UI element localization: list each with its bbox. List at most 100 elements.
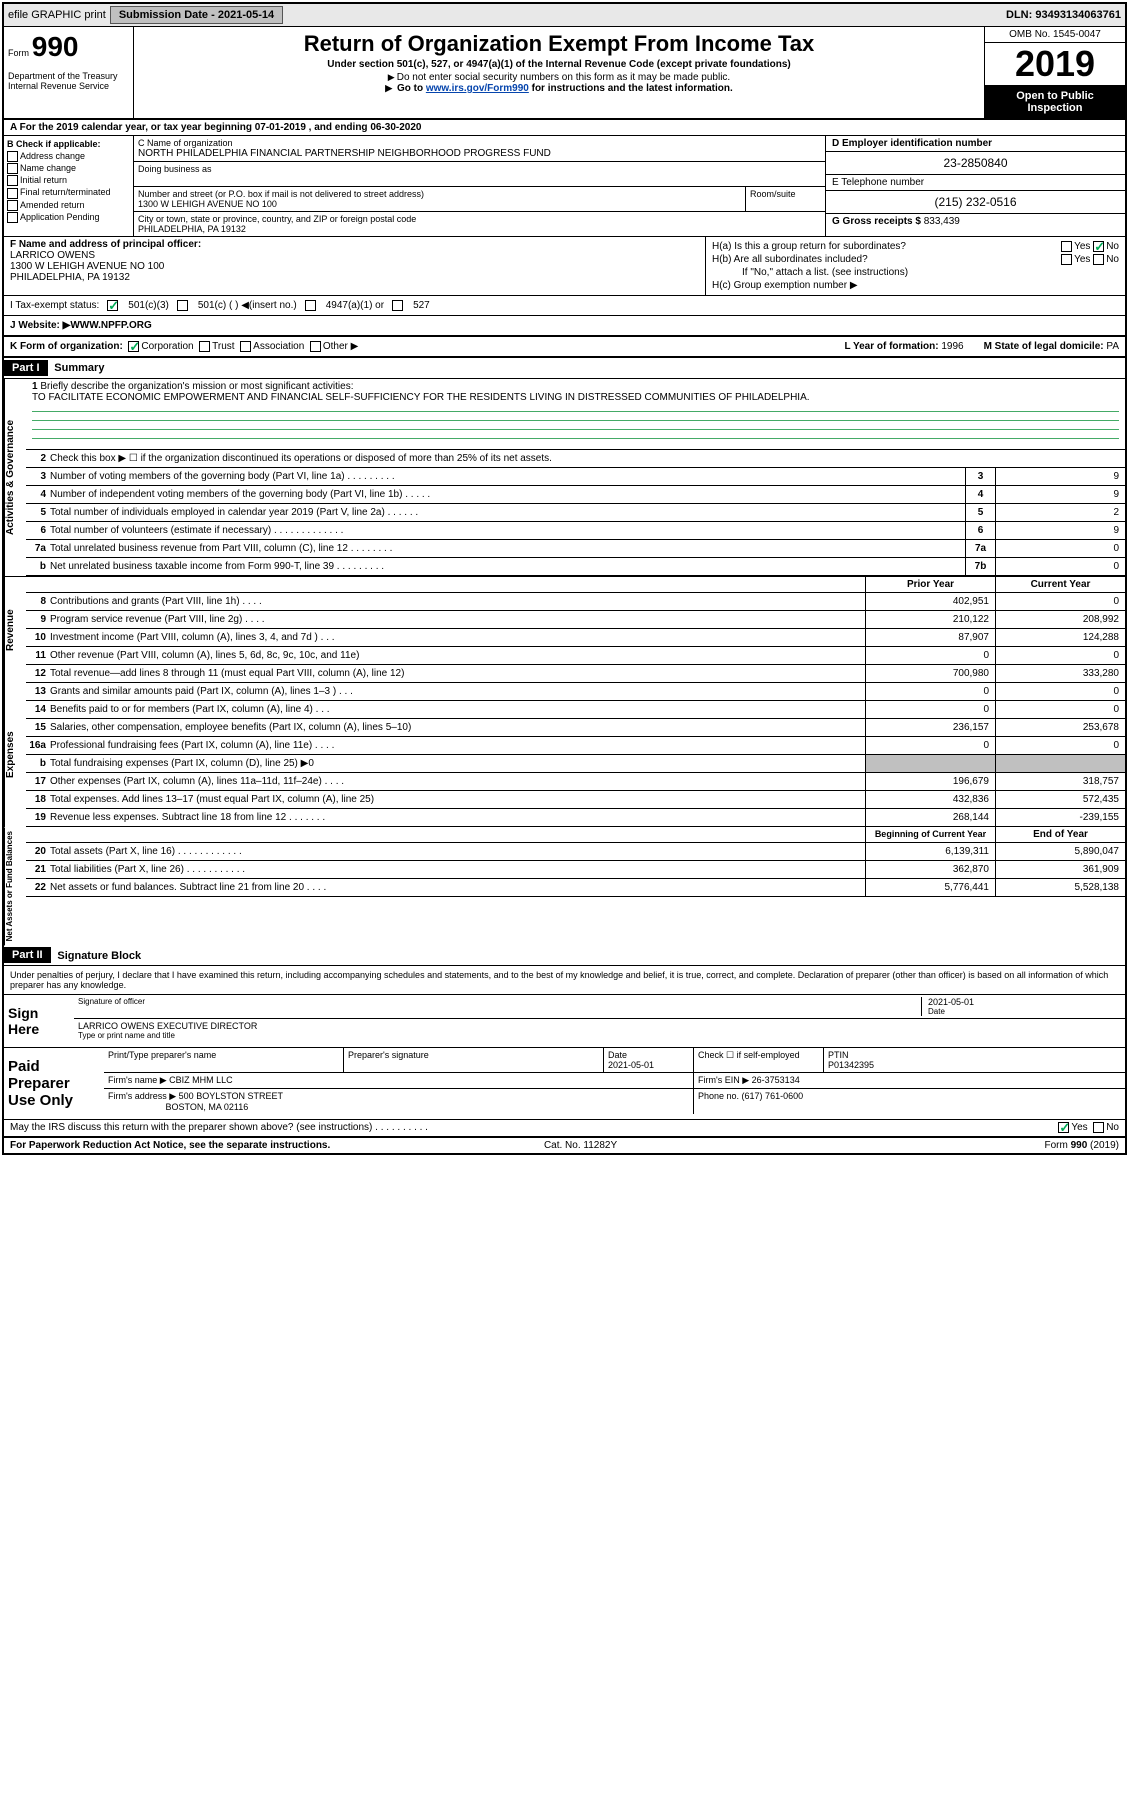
line-a: A For the 2019 calendar year, or tax yea… bbox=[4, 120, 1125, 136]
cb-corp[interactable] bbox=[128, 341, 139, 352]
gov-line: 2 Check this box ▶ ☐ if the organization… bbox=[26, 450, 1125, 468]
line-text: Check this box ▶ ☐ if the organization d… bbox=[50, 451, 1125, 466]
data-line: 8 Contributions and grants (Part VIII, l… bbox=[26, 593, 1125, 611]
line-text: Contributions and grants (Part VIII, lin… bbox=[50, 594, 865, 609]
cb-501c[interactable] bbox=[177, 300, 188, 311]
part2-title: Signature Block bbox=[57, 950, 141, 962]
prep-name-head: Print/Type preparer's name bbox=[104, 1048, 344, 1072]
line-text: Revenue less expenses. Subtract line 18 … bbox=[50, 810, 865, 825]
cb-address-change[interactable]: Address change bbox=[7, 151, 130, 162]
data-line: 12 Total revenue—add lines 8 through 11 … bbox=[26, 665, 1125, 683]
data-line: 14 Benefits paid to or for members (Part… bbox=[26, 701, 1125, 719]
current-val: 208,992 bbox=[995, 611, 1125, 628]
ha-yes[interactable] bbox=[1061, 241, 1072, 252]
line-num: 19 bbox=[26, 812, 50, 823]
form-title: Return of Organization Exempt From Incom… bbox=[138, 31, 980, 57]
e-label: E Telephone number bbox=[826, 175, 1125, 191]
city-label: City or town, state or province, country… bbox=[138, 214, 821, 224]
line-num: 3 bbox=[26, 471, 50, 482]
efile-label: efile GRAPHIC print bbox=[8, 9, 106, 21]
discuss-no[interactable] bbox=[1093, 1122, 1104, 1133]
street-addr: Number and street (or P.O. box if mail i… bbox=[134, 187, 745, 212]
open-inspection: Open to Public Inspection bbox=[985, 86, 1125, 118]
line-box: 7b bbox=[965, 558, 995, 575]
cb-amended-return[interactable]: Amended return bbox=[7, 200, 130, 211]
room-label: Room/suite bbox=[750, 189, 821, 199]
submission-date-btn[interactable]: Submission Date - 2021-05-14 bbox=[110, 6, 283, 24]
gov-line: 6 Total number of volunteers (estimate i… bbox=[26, 522, 1125, 540]
irs-link[interactable]: www.irs.gov/Form990 bbox=[426, 83, 529, 94]
data-line: 17 Other expenses (Part IX, column (A), … bbox=[26, 773, 1125, 791]
line-box: 7a bbox=[965, 540, 995, 557]
addr-row: Number and street (or P.O. box if mail i… bbox=[134, 187, 825, 212]
col-c: C Name of organization NORTH PHILADELPHI… bbox=[134, 136, 825, 236]
prep-sig-head: Preparer's signature bbox=[344, 1048, 604, 1072]
state-domicile: PA bbox=[1106, 341, 1119, 352]
line-num: 12 bbox=[26, 668, 50, 679]
line-text: Total unrelated business revenue from Pa… bbox=[50, 541, 965, 556]
note1: Do not enter social security numbers on … bbox=[138, 72, 980, 83]
phone-value: (215) 232-0516 bbox=[826, 191, 1125, 214]
line-text: Grants and similar amounts paid (Part IX… bbox=[50, 684, 865, 699]
current-val: 0 bbox=[995, 737, 1125, 754]
cb-other[interactable] bbox=[310, 341, 321, 352]
line-num: 5 bbox=[26, 507, 50, 518]
cb-trust[interactable] bbox=[199, 341, 210, 352]
cb-527[interactable] bbox=[392, 300, 403, 311]
title-box: Return of Organization Exempt From Incom… bbox=[134, 27, 985, 118]
line-val: 2 bbox=[995, 504, 1125, 521]
discuss-row: May the IRS discuss this return with the… bbox=[4, 1120, 1125, 1137]
subtitle: Under section 501(c), 527, or 4947(a)(1)… bbox=[138, 59, 980, 70]
ptin-cell: PTINP01342395 bbox=[824, 1048, 1125, 1072]
sig-officer-row: Signature of officer 2021-05-01Date bbox=[74, 995, 1125, 1019]
line-box: 6 bbox=[965, 522, 995, 539]
form-page: efile GRAPHIC print Submission Date - 20… bbox=[2, 2, 1127, 1155]
website-row: J Website: ▶ WWW.NPFP.ORG bbox=[4, 316, 1125, 337]
prior-val: 87,907 bbox=[865, 629, 995, 646]
line-num: 4 bbox=[26, 489, 50, 500]
net-section: Net Assets or Fund Balances Beginning of… bbox=[4, 827, 1125, 945]
line-text: Total assets (Part X, line 16) . . . . .… bbox=[50, 844, 865, 859]
data-line: 21 Total liabilities (Part X, line 26) .… bbox=[26, 861, 1125, 879]
col-de: D Employer identification number 23-2850… bbox=[825, 136, 1125, 236]
hb-yes[interactable] bbox=[1061, 254, 1072, 265]
current-val: 253,678 bbox=[995, 719, 1125, 736]
b-label: B Check if applicable: bbox=[7, 139, 130, 149]
hc-row: H(c) Group exemption number ▶ bbox=[712, 280, 1119, 291]
addr-label: Number and street (or P.O. box if mail i… bbox=[138, 189, 741, 199]
officer-addr2: PHILADELPHIA, PA 19132 bbox=[10, 272, 699, 283]
current-val: 361,909 bbox=[995, 861, 1125, 878]
prior-val: 0 bbox=[865, 701, 995, 718]
line-num: 10 bbox=[26, 632, 50, 643]
city-value: PHILADELPHIA, PA 19132 bbox=[138, 224, 821, 234]
i-label: I Tax-exempt status: bbox=[10, 300, 99, 311]
gov-line: b Net unrelated business taxable income … bbox=[26, 558, 1125, 576]
cb-501c3[interactable] bbox=[107, 300, 118, 311]
line-num: 18 bbox=[26, 794, 50, 805]
cb-4947[interactable] bbox=[305, 300, 316, 311]
ha-no[interactable] bbox=[1093, 241, 1104, 252]
sign-date: 2021-05-01 bbox=[928, 997, 1121, 1007]
tax-status-row: I Tax-exempt status: 501(c)(3) 501(c) ( … bbox=[4, 296, 1125, 316]
current-year-head: Current Year bbox=[995, 577, 1125, 592]
end-year-head: End of Year bbox=[995, 827, 1125, 842]
lm-box: L Year of formation: 1996 M State of leg… bbox=[844, 341, 1119, 352]
discuss-yes[interactable] bbox=[1058, 1122, 1069, 1133]
cb-assoc[interactable] bbox=[240, 341, 251, 352]
line-num: 16a bbox=[26, 740, 50, 751]
line-text: Total number of volunteers (estimate if … bbox=[50, 523, 965, 538]
gov-line: 4 Number of independent voting members o… bbox=[26, 486, 1125, 504]
hb-no[interactable] bbox=[1093, 254, 1104, 265]
sign-here: Sign Here Signature of officer 2021-05-0… bbox=[4, 995, 1125, 1048]
line-num: 20 bbox=[26, 846, 50, 857]
cb-initial-return[interactable]: Initial return bbox=[7, 175, 130, 186]
cb-app-pending[interactable]: Application Pending bbox=[7, 212, 130, 223]
gov-line: 7a Total unrelated business revenue from… bbox=[26, 540, 1125, 558]
current-val: 5,890,047 bbox=[995, 843, 1125, 860]
gov-section: Activities & Governance 1 Briefly descri… bbox=[4, 379, 1125, 576]
line-num: 21 bbox=[26, 864, 50, 875]
cb-final-return[interactable]: Final return/terminated bbox=[7, 187, 130, 198]
paid-header-row: Print/Type preparer's name Preparer's si… bbox=[104, 1048, 1125, 1073]
cb-name-change[interactable]: Name change bbox=[7, 163, 130, 174]
part1-title: Summary bbox=[54, 362, 104, 374]
